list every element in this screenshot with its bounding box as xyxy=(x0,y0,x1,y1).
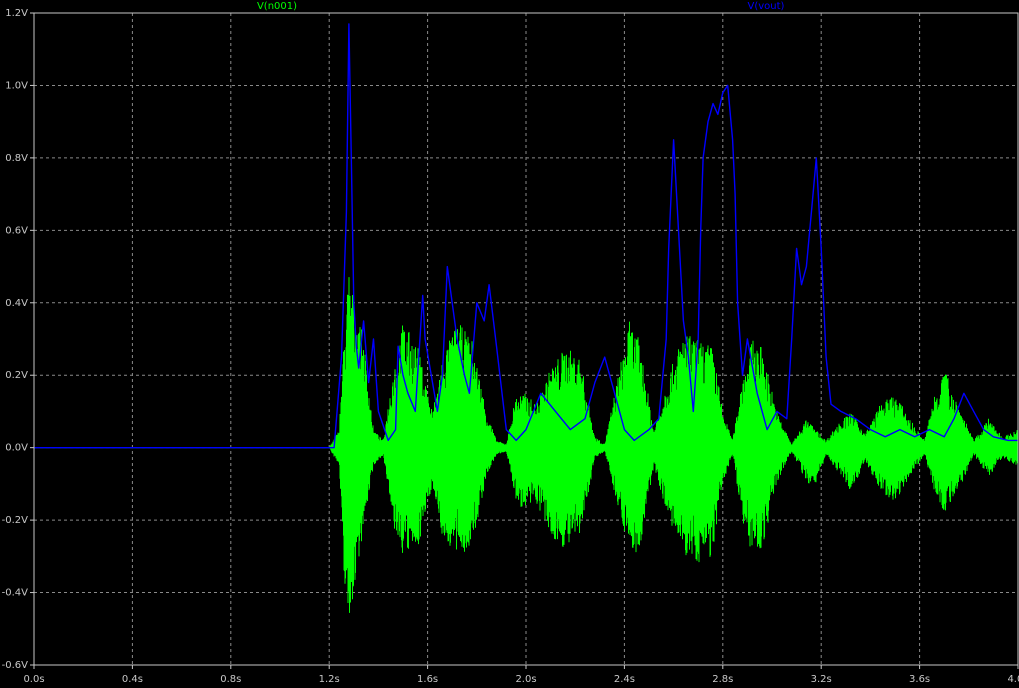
y-tick-label: -0.4V xyxy=(2,588,29,599)
y-axis-ticks: 1.2V 1.0V 0.8V 0.6V 0.4V 0.2V 0.0V -0.2V -0.4V -0… xyxy=(2,8,34,671)
legend-label-vn001[interactable]: V(n001) xyxy=(257,1,297,12)
legend-label-vout[interactable]: V(vout) xyxy=(748,1,785,12)
y-tick-label: 1.0V xyxy=(5,80,28,91)
y-tick-label: 0.4V xyxy=(5,298,28,309)
y-tick-label: 0.6V xyxy=(5,225,28,236)
x-tick-label: 1.6s xyxy=(417,674,438,685)
x-tick-label: 1.2s xyxy=(319,674,340,685)
x-tick-label: 0.8s xyxy=(220,674,241,685)
x-tick-label: 2.8s xyxy=(712,674,733,685)
x-tick-label: 2.0s xyxy=(515,674,536,685)
x-tick-label: 0.0s xyxy=(23,674,44,685)
trace-legend: V(n001) V(vout) xyxy=(257,1,785,12)
x-tick-label: 4.0s xyxy=(1007,674,1019,685)
y-tick-label: 0.8V xyxy=(5,153,28,164)
y-tick-label: 0.0V xyxy=(5,443,28,454)
x-axis-ticks: 0.0s 0.4s 0.8s 1.2s 1.6s 2.0s 2.4s 2.8s 3.2s 3.6s… xyxy=(23,665,1019,685)
y-tick-label: 1.2V xyxy=(5,8,28,19)
x-tick-label: 2.4s xyxy=(614,674,635,685)
traces xyxy=(34,23,1019,613)
x-tick-label: 0.4s xyxy=(122,674,143,685)
y-tick-label: -0.2V xyxy=(2,515,29,526)
y-tick-label: -0.6V xyxy=(2,660,29,671)
y-tick-label: 0.2V xyxy=(5,370,28,381)
trace-vout[interactable] xyxy=(34,23,1018,449)
x-tick-label: 3.6s xyxy=(909,674,930,685)
grid-lines xyxy=(34,13,1018,665)
x-tick-label: 3.2s xyxy=(811,674,832,685)
